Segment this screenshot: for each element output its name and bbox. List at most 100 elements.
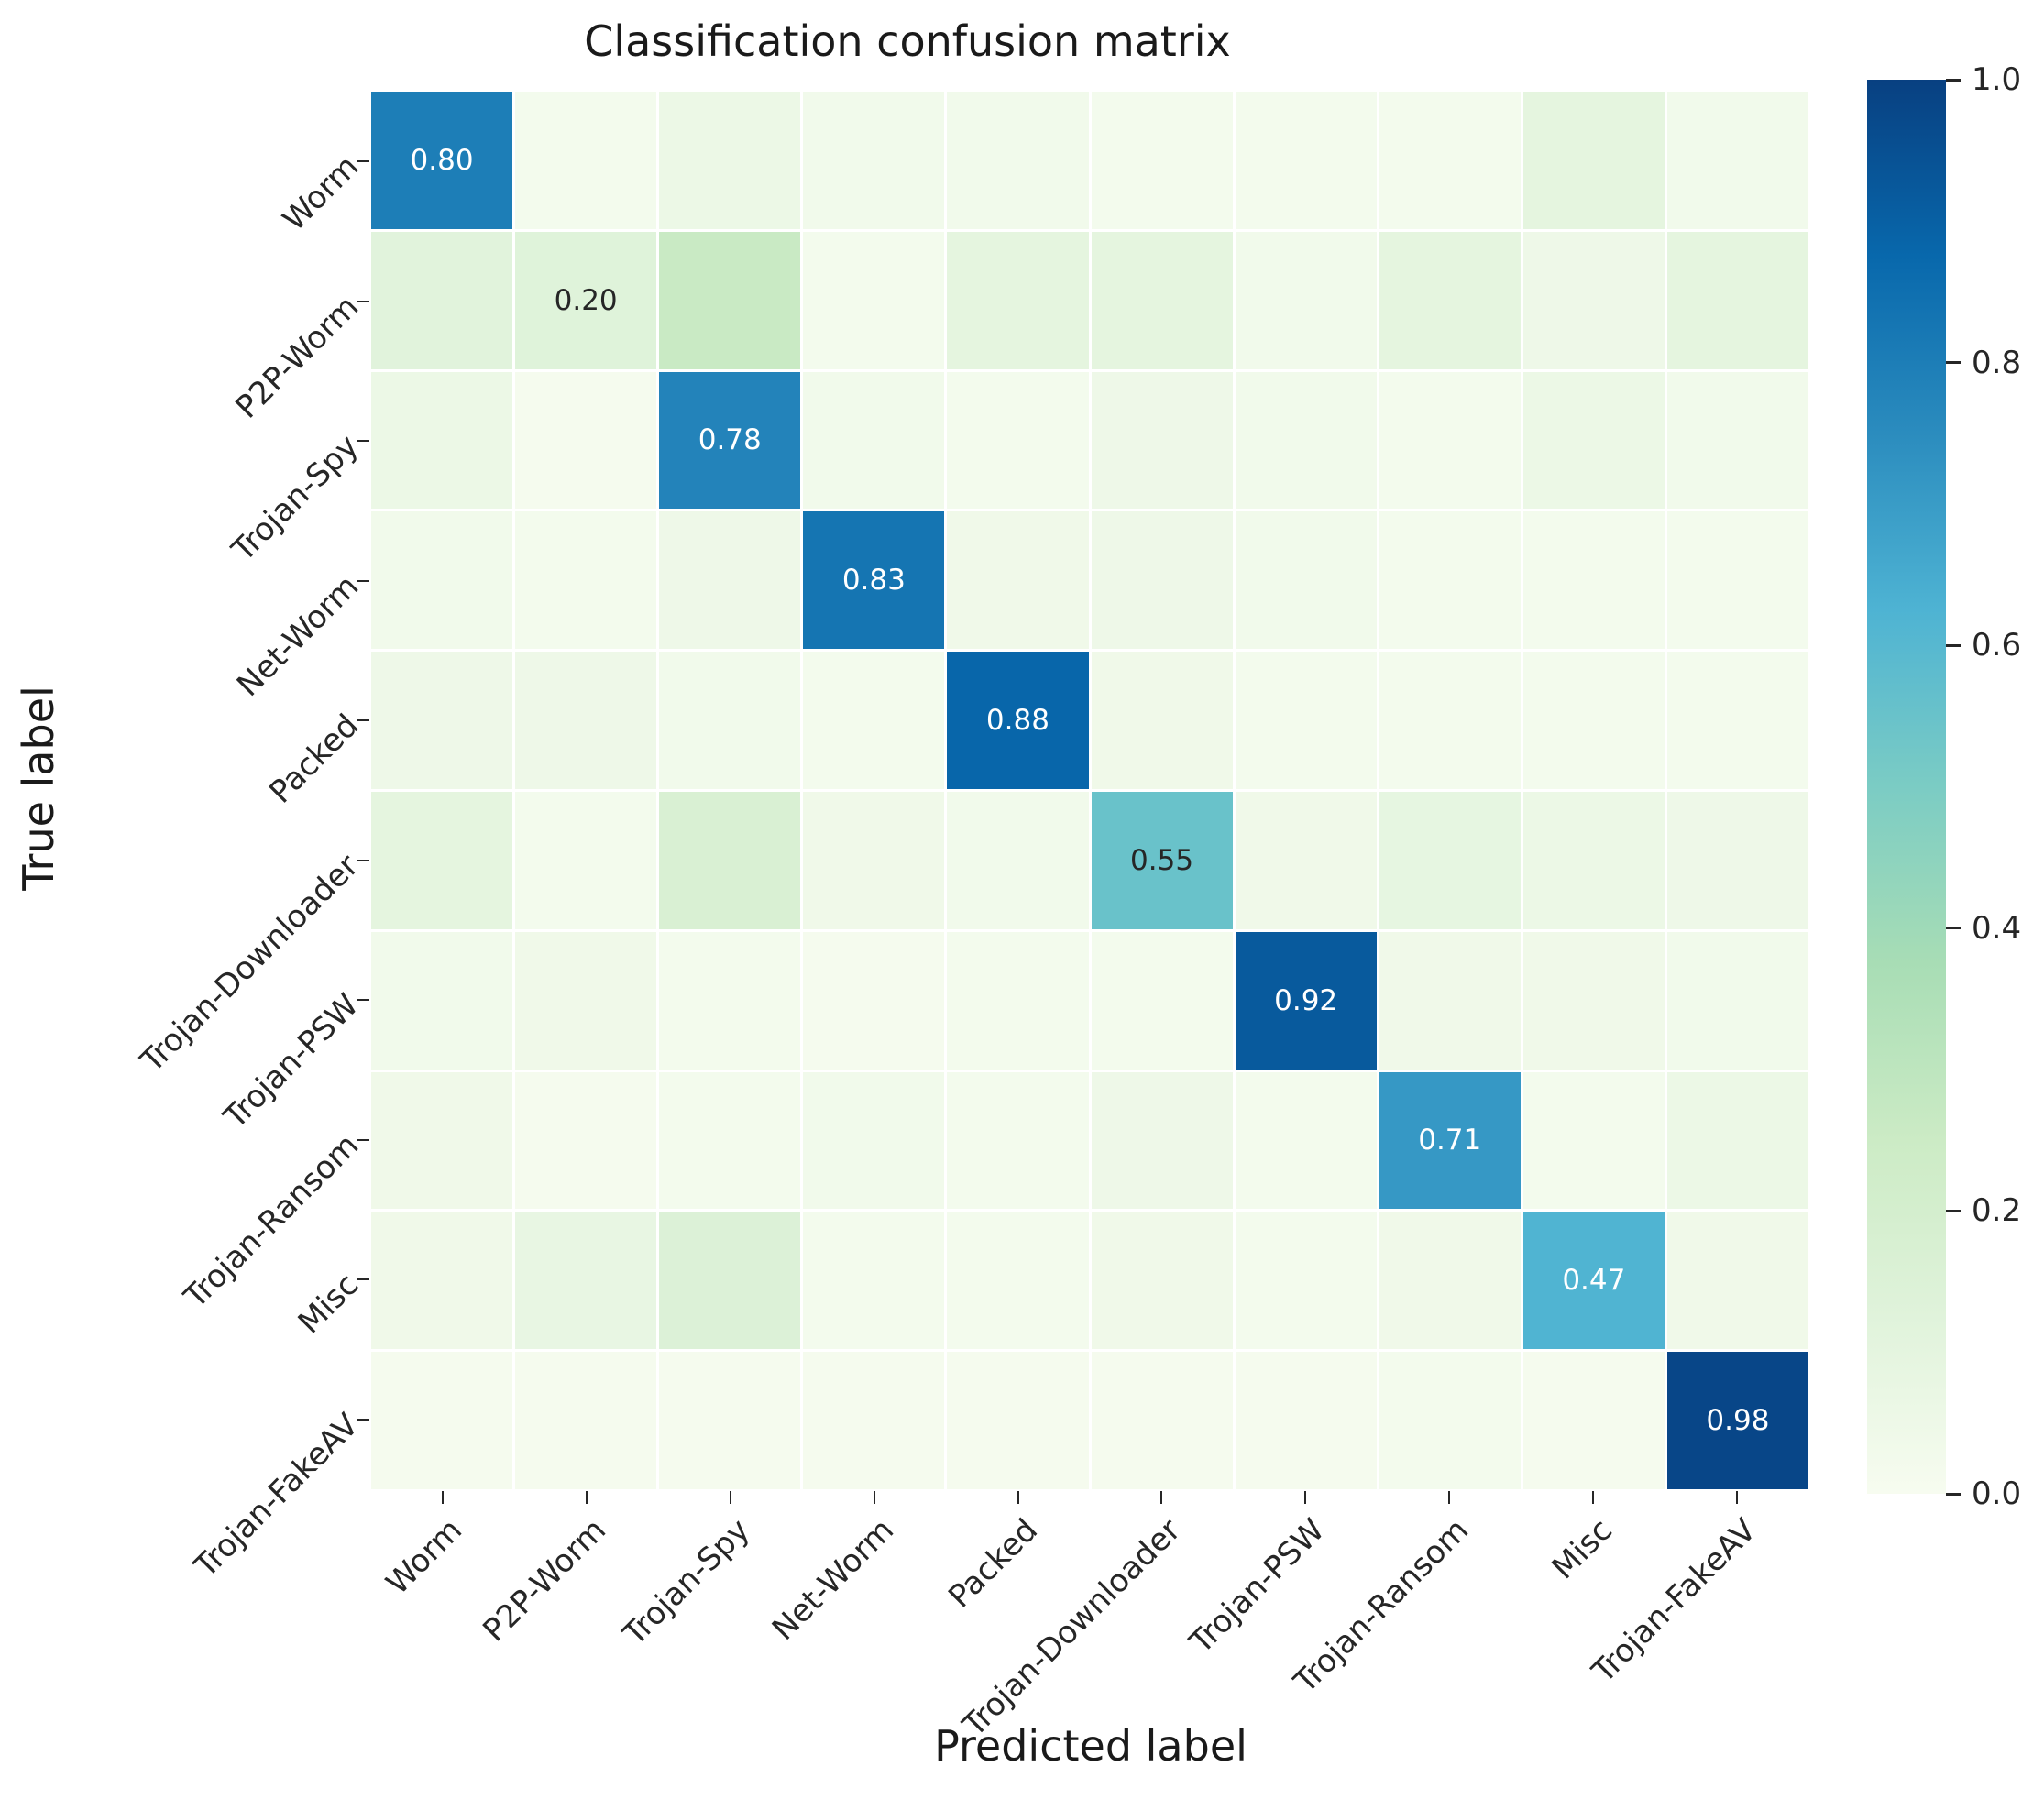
colorbar-tick xyxy=(1946,643,1961,647)
heatmap-cell xyxy=(947,1352,1089,1489)
heatmap-cell xyxy=(1522,1071,1665,1210)
heatmap-cell xyxy=(803,371,945,510)
heatmap-cell xyxy=(947,92,1089,229)
heatmap-cell xyxy=(1379,371,1521,510)
heatmap-cell xyxy=(371,931,513,1070)
heatmap-cell xyxy=(371,371,513,510)
y-tick-label: Misc xyxy=(291,1267,367,1342)
heatmap-cell xyxy=(947,231,1089,369)
x-axis-tick xyxy=(586,1491,588,1504)
heatmap-cell xyxy=(659,511,801,650)
heatmap-cell xyxy=(515,371,657,510)
heatmap-cell xyxy=(1091,652,1233,789)
heatmap-cell xyxy=(515,1212,657,1350)
heatmap-cell: 0.83 xyxy=(803,511,945,650)
heatmap-cell: 0.78 xyxy=(659,371,801,510)
heatmap-cell xyxy=(803,92,945,229)
heatmap-cell xyxy=(515,652,657,789)
heatmap-cell xyxy=(1666,652,1808,789)
heatmap-cell xyxy=(515,931,657,1070)
heatmap-cell xyxy=(803,792,945,929)
colorbar xyxy=(1867,80,1946,1494)
heatmap-cell xyxy=(1522,1352,1665,1489)
x-axis-tick xyxy=(1591,1491,1594,1504)
x-axis-tick xyxy=(1017,1491,1019,1504)
y-axis-tick xyxy=(357,999,369,1002)
heatmap-cell xyxy=(1522,931,1665,1070)
heatmap-cell xyxy=(1091,231,1233,369)
heatmap-cell xyxy=(1091,1352,1233,1489)
x-axis-tick xyxy=(1735,1491,1738,1504)
y-axis-tick xyxy=(357,859,369,861)
heatmap-cell xyxy=(515,792,657,929)
colorbar-tick xyxy=(1946,78,1961,82)
heatmap-cell xyxy=(803,231,945,369)
heatmap-cell xyxy=(947,792,1089,929)
x-axis-title: Predicted label xyxy=(934,1721,1247,1771)
heatmap-cell xyxy=(1666,931,1808,1070)
heatmap-cell xyxy=(1235,1071,1377,1210)
heatmap-cell xyxy=(659,931,801,1070)
heatmap-cell xyxy=(803,1071,945,1210)
heatmap-cell xyxy=(659,1212,801,1350)
heatmap-cell xyxy=(371,231,513,369)
y-tick-label: Worm xyxy=(275,148,367,239)
colorbar-tick xyxy=(1946,927,1961,930)
heatmap-cell xyxy=(371,511,513,650)
heatmap-cell: 0.47 xyxy=(1522,1212,1665,1350)
x-axis-tick xyxy=(1304,1491,1307,1504)
heatmap-cell xyxy=(803,1212,945,1350)
heatmap-cell xyxy=(1666,511,1808,650)
x-axis-tick xyxy=(442,1491,445,1504)
heatmap-cell xyxy=(1379,92,1521,229)
heatmap-cell: 0.55 xyxy=(1091,792,1233,929)
heatmap-cell: 0.20 xyxy=(515,231,657,369)
heatmap-cell xyxy=(515,511,657,650)
heatmap-cell xyxy=(371,1352,513,1489)
heatmap-cell xyxy=(371,792,513,929)
x-axis-tick xyxy=(1160,1491,1163,1504)
heatmap-cell xyxy=(1666,792,1808,929)
heatmap-cell xyxy=(1235,371,1377,510)
heatmap-cell xyxy=(659,1071,801,1210)
y-tick-label: Trojan-PSW xyxy=(216,987,367,1136)
heatmap-cell xyxy=(1522,511,1665,650)
confusion-matrix-heatmap: 0.80 0.20 0.78 0.83 0.88 0.55 0.92 0.71 0.47 0.98 xyxy=(371,92,1808,1489)
heatmap-cell: 0.92 xyxy=(1235,931,1377,1070)
heatmap-cell xyxy=(947,511,1089,650)
y-tick-label: Packed xyxy=(262,708,367,811)
colorbar-tick-label: 0.2 xyxy=(1972,1192,2022,1230)
heatmap-cell xyxy=(515,1071,657,1210)
y-axis-tick xyxy=(357,1418,369,1421)
heatmap-cell xyxy=(1522,231,1665,369)
heatmap-cell xyxy=(1235,511,1377,650)
heatmap-cell xyxy=(1379,1212,1521,1350)
y-axis-tick xyxy=(357,1278,369,1281)
heatmap-cell xyxy=(1666,1071,1808,1210)
heatmap-cell xyxy=(371,652,513,789)
heatmap-cell xyxy=(803,1352,945,1489)
y-axis-tick xyxy=(357,1138,369,1141)
colorbar-tick xyxy=(1946,361,1961,365)
x-axis-tick xyxy=(873,1491,875,1504)
heatmap-cell xyxy=(1522,652,1665,789)
heatmap-cell xyxy=(1379,931,1521,1070)
heatmap-cell xyxy=(659,1352,801,1489)
colorbar-tick-label: 0.6 xyxy=(1972,627,2022,664)
heatmap-cell xyxy=(1666,92,1808,229)
heatmap-cell xyxy=(947,1212,1089,1350)
heatmap-cell xyxy=(1235,92,1377,229)
heatmap-cell xyxy=(1666,231,1808,369)
heatmap-cell xyxy=(947,371,1089,510)
heatmap-cell xyxy=(1235,231,1377,369)
heatmap-cell xyxy=(947,1071,1089,1210)
colorbar-tick-label: 0.8 xyxy=(1972,344,2022,381)
heatmap-cell xyxy=(1091,92,1233,229)
heatmap-cell xyxy=(659,92,801,229)
heatmap-cell xyxy=(947,931,1089,1070)
y-axis-tick xyxy=(357,440,369,443)
heatmap-cell: 0.98 xyxy=(1666,1352,1808,1489)
heatmap-cell xyxy=(371,1212,513,1350)
colorbar-tick-label: 1.0 xyxy=(1972,61,2022,98)
y-axis-tick xyxy=(357,719,369,722)
